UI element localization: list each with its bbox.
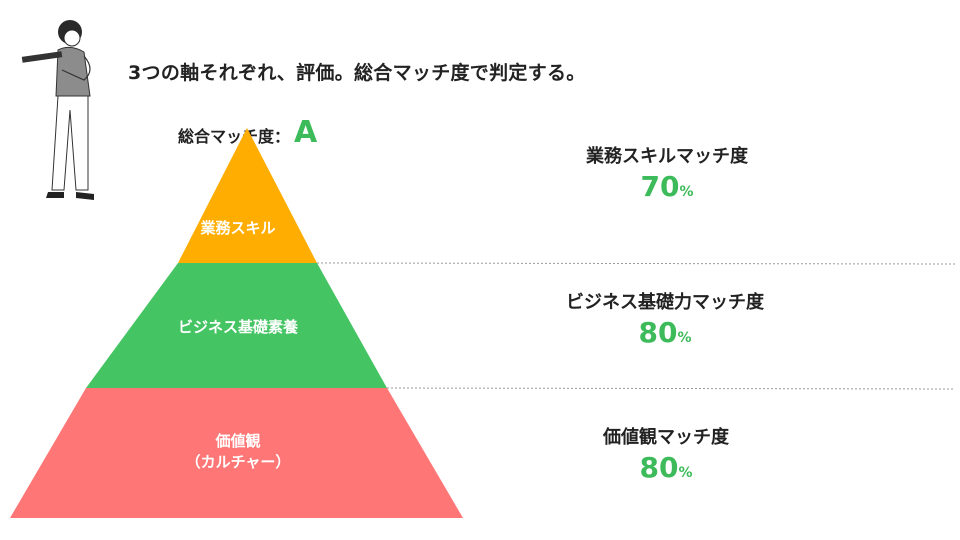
score-business-basics: ビジネス基礎力マッチ度 80% [566, 288, 764, 355]
divider-line-1 [316, 262, 956, 265]
headline: 3つの軸それぞれ、評価。総合マッチ度で判定する。 [128, 62, 586, 84]
tier-label-bottom: 価値観 （カルチャー） [186, 430, 291, 472]
overall-match-grade: A [294, 115, 318, 150]
overall-match: 総合マッチ度： A [178, 118, 317, 148]
score-value: 70% [640, 170, 694, 203]
score-title: 業務スキルマッチ度 [586, 146, 748, 167]
divider-line-2 [386, 387, 956, 390]
score-value: 80% [638, 316, 692, 349]
pyramid-tier-bottom [10, 388, 463, 518]
person-with-laptop-illustration [21, 20, 94, 200]
tier-label-middle: ビジネス基礎素養 [177, 318, 299, 336]
tier-label-bottom-sub: （カルチャー） [185, 453, 291, 471]
tier-label-top: 業務スキル [200, 219, 276, 237]
overall-match-label: 総合マッチ度： [178, 127, 291, 146]
pyramid-tier-top [178, 128, 317, 263]
score-value: 80% [639, 451, 693, 484]
tier-label-bottom-main: 価値観 [215, 432, 261, 450]
score-business-skill: 業務スキルマッチ度 70% [586, 142, 748, 209]
score-title: ビジネス基礎力マッチ度 [566, 292, 764, 313]
pyramid-tier-middle [86, 263, 387, 388]
score-title: 価値観マッチ度 [603, 427, 729, 448]
score-values: 価値観マッチ度 80% [603, 423, 729, 490]
